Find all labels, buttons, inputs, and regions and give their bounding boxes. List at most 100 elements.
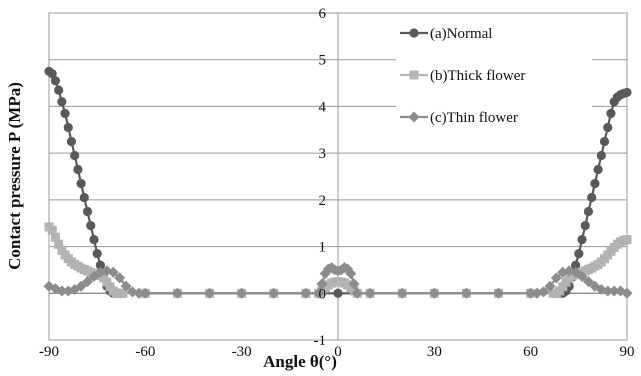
legend-marker-thin-flower: [408, 111, 420, 123]
data-point: [333, 288, 343, 298]
series-layer: [43, 66, 633, 299]
data-point: [590, 178, 600, 189]
data-point: [525, 287, 537, 299]
data-point: [50, 76, 61, 86]
data-point: [107, 266, 119, 278]
data-point: [47, 69, 57, 79]
data-point: [348, 278, 360, 290]
series-3: [43, 262, 633, 299]
x-tick-label: 90: [620, 344, 635, 360]
data-point: [204, 287, 216, 299]
data-point: [596, 150, 606, 161]
data-point: [313, 287, 325, 299]
data-point: [57, 245, 67, 255]
data-point: [583, 206, 594, 217]
legend-item-thin-flower: (c)Thin flower: [400, 110, 518, 126]
data-point: [396, 287, 408, 299]
legend-label-normal: (a)Normal: [430, 26, 492, 42]
data-point: [428, 287, 440, 299]
data-point: [621, 287, 633, 299]
data-point: [73, 164, 83, 175]
legend-label-thick-flower: (b)Thick flower: [430, 68, 525, 84]
data-point: [602, 285, 614, 297]
data-point: [582, 276, 594, 288]
legend-marker-thick-flower: [409, 70, 419, 80]
x-tick-label: -30: [232, 344, 252, 360]
y-tick-label: 3: [319, 146, 327, 162]
data-point: [95, 260, 105, 270]
data-point: [268, 287, 280, 299]
x-tick-label: 60: [523, 344, 538, 360]
data-point: [622, 235, 632, 245]
x-tick-label: -60: [135, 344, 155, 360]
data-point: [47, 225, 57, 235]
y-axis-title: Contact pressure P (MPa): [5, 82, 24, 270]
data-point: [538, 286, 550, 298]
data-point: [300, 287, 312, 299]
legend-background: [396, 14, 592, 136]
data-point: [622, 87, 632, 98]
data-point: [50, 232, 60, 242]
y-tick-label: 6: [319, 6, 327, 22]
data-point: [316, 278, 328, 290]
data-point: [56, 285, 68, 297]
data-point: [57, 97, 67, 107]
data-point: [558, 282, 568, 292]
legend-item-thick-flower: (b)Thick flower: [400, 68, 525, 84]
data-point: [92, 248, 102, 259]
y-tick-label: 5: [319, 53, 327, 69]
data-point: [54, 85, 64, 95]
data-point: [171, 287, 183, 299]
data-point: [70, 150, 80, 161]
y-tick-label: 1: [319, 240, 327, 256]
data-point: [608, 285, 620, 297]
data-point: [576, 270, 588, 282]
data-point: [60, 108, 70, 119]
data-point: [587, 192, 597, 203]
y-tick-label: 4: [319, 99, 327, 115]
data-point: [580, 220, 590, 231]
data-point: [603, 122, 613, 133]
x-tick-label: -90: [39, 344, 59, 360]
y-tick-label: -1: [314, 333, 327, 349]
data-point: [139, 287, 151, 299]
tick-labels: -1 0 1 2 3 4 5 6 -90 -60 -30 0 30 60 90: [39, 6, 635, 360]
data-point: [114, 272, 126, 284]
data-point: [120, 280, 132, 292]
data-point: [571, 260, 581, 270]
data-point: [63, 122, 73, 133]
data-point: [351, 287, 363, 299]
data-point: [599, 136, 610, 147]
data-point: [66, 136, 77, 147]
data-point: [550, 272, 562, 284]
data-point: [606, 108, 616, 119]
data-point: [118, 288, 128, 298]
data-point: [544, 280, 556, 292]
x-axis-title: Angle θ(°): [263, 352, 337, 371]
data-point: [574, 248, 584, 259]
data-point: [75, 280, 87, 292]
data-point: [76, 178, 86, 189]
data-point: [86, 220, 96, 231]
data-point: [133, 287, 145, 299]
data-point: [236, 287, 248, 299]
x-tick-label: 0: [334, 344, 342, 360]
data-point: [460, 287, 472, 299]
data-point: [82, 276, 94, 288]
data-point: [345, 268, 357, 280]
data-point: [493, 287, 505, 299]
x-tick-label: 30: [427, 344, 442, 360]
legend-marker-normal: [409, 28, 419, 38]
data-point: [54, 239, 64, 249]
legend-label-thin-flower: (c)Thin flower: [430, 110, 518, 126]
data-point: [593, 164, 603, 175]
data-point: [577, 234, 587, 245]
data-point: [102, 277, 112, 287]
legend-item-normal: (a)Normal: [400, 26, 492, 42]
data-point: [364, 287, 376, 299]
data-point: [79, 192, 89, 203]
data-point: [89, 234, 99, 245]
legend: (a)Normal (b)Thick flower (c)Thin flower: [396, 14, 592, 136]
y-tick-label: 0: [319, 286, 327, 302]
